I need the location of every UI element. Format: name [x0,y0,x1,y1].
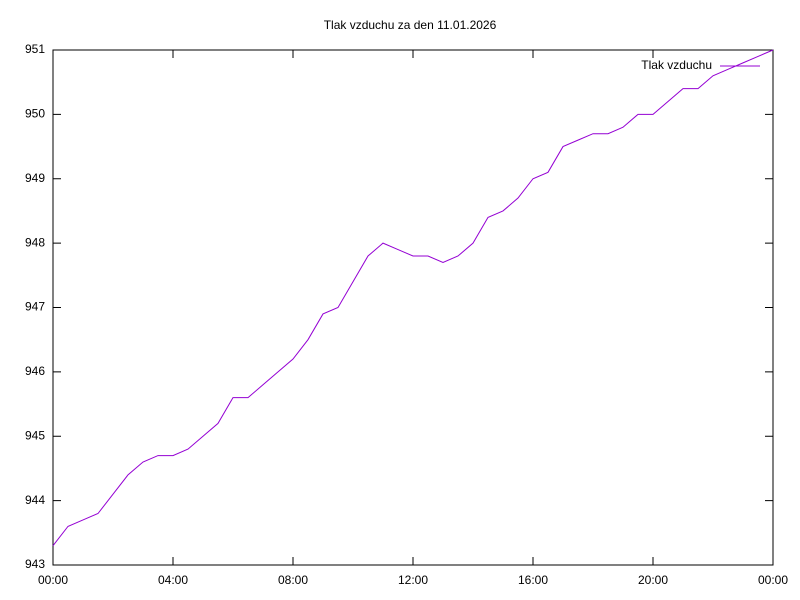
x-tick-label: 16:00 [518,573,548,587]
y-tick-label: 949 [25,171,45,185]
y-tick-label: 943 [25,557,45,571]
x-tick-label: 12:00 [398,573,428,587]
y-tick-label: 947 [25,300,45,314]
y-tick-label: 948 [25,235,45,249]
y-tick-label: 944 [25,493,45,507]
y-tick-label: 945 [25,428,45,442]
y-tick-label: 946 [25,364,45,378]
x-tick-label: 00:00 [758,573,788,587]
x-tick-label: 08:00 [278,573,308,587]
data-line [52,49,774,546]
legend-label: Tlak vzduchu [641,58,712,72]
x-tick-label: 00:00 [38,573,68,587]
y-tick-label: 951 [25,42,45,56]
x-tick-label: 04:00 [158,573,188,587]
x-tick-label: 20:00 [638,573,668,587]
y-tick-label: 950 [25,107,45,121]
chart-title: Tlak vzduchu za den 11.01.2026 [324,18,497,32]
